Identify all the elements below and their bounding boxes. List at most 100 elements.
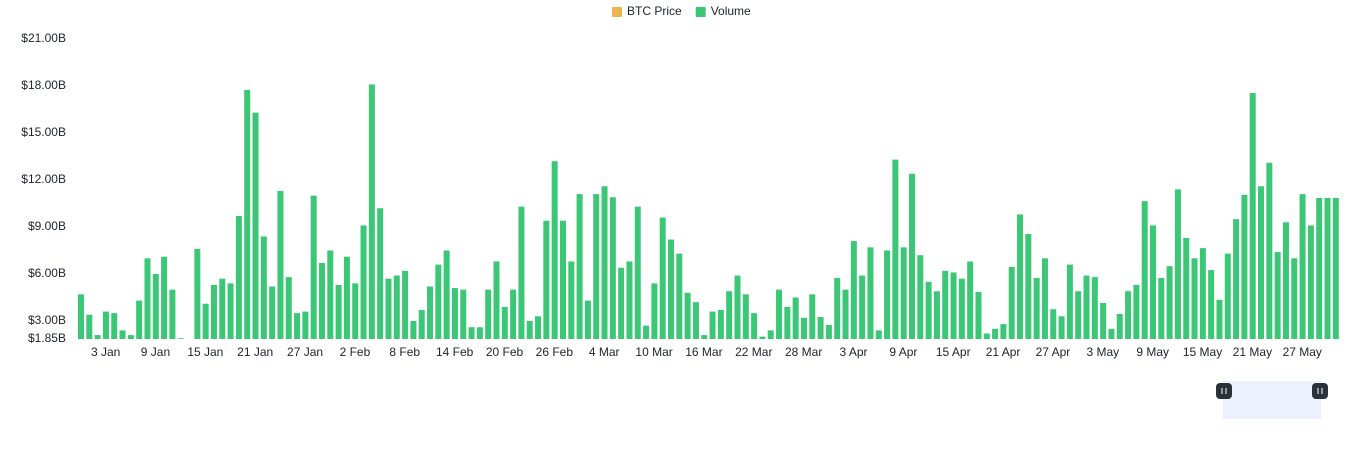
x-tick-label: 21 May [1233, 345, 1272, 359]
bar [78, 294, 84, 339]
bar [1199, 248, 1206, 339]
bar [1191, 258, 1198, 339]
bar [676, 253, 683, 339]
bar [900, 247, 907, 339]
bar [1166, 266, 1173, 339]
bar [210, 284, 217, 339]
bar [726, 291, 733, 339]
bar [468, 327, 475, 339]
bar [252, 112, 259, 339]
bar [1033, 277, 1040, 339]
bar [219, 278, 226, 339]
y-tick-label: $15.00B [21, 125, 66, 139]
bar [235, 216, 242, 339]
x-tick-label: 3 Jan [91, 345, 120, 359]
bar [86, 314, 93, 339]
x-tick-label: 14 Feb [436, 345, 474, 359]
bar [1091, 277, 1098, 339]
bar [393, 275, 400, 339]
slider-handle-left[interactable] [1216, 383, 1232, 399]
bar [709, 311, 716, 339]
bar [1216, 299, 1223, 339]
bar [1141, 201, 1148, 339]
bar [933, 291, 940, 339]
bar [692, 302, 699, 339]
x-tick-label: 15 May [1183, 345, 1222, 359]
bar [169, 289, 176, 339]
bar [659, 217, 666, 339]
bar [1299, 194, 1306, 339]
bar [817, 317, 824, 339]
x-tick-label: 10 Mar [635, 345, 672, 359]
bar [1075, 291, 1082, 339]
bar [1258, 186, 1265, 339]
legend-swatch[interactable] [695, 7, 706, 17]
bar [260, 236, 267, 339]
bar [576, 194, 583, 339]
bar [1025, 234, 1032, 339]
bar [1017, 214, 1024, 339]
slider-handle-right[interactable] [1312, 383, 1328, 399]
bar [501, 306, 508, 339]
bar [318, 263, 325, 339]
x-tick-label: 9 Apr [889, 345, 917, 359]
bar [1316, 198, 1323, 339]
x-tick-label: 21 Jan [237, 345, 273, 359]
bar [609, 197, 616, 339]
bar [435, 264, 442, 339]
bar [1307, 225, 1314, 339]
bar [767, 330, 774, 339]
x-tick-label: 20 Feb [486, 345, 524, 359]
bar [1249, 93, 1256, 339]
bar [485, 289, 492, 339]
bar [518, 206, 525, 339]
x-tick-label: 15 Apr [936, 345, 971, 359]
bar [551, 161, 558, 339]
x-tick-label: 2 Feb [340, 345, 371, 359]
bar [842, 289, 849, 339]
bar [967, 261, 974, 339]
x-tick-label: 8 Feb [389, 345, 420, 359]
bar [1174, 189, 1181, 339]
bar [734, 275, 741, 339]
bar [1050, 309, 1057, 339]
bar [1000, 324, 1007, 339]
y-tick-label: $1.85B [28, 331, 66, 345]
bar [402, 270, 409, 339]
bar [1116, 313, 1123, 339]
bar [925, 281, 932, 339]
y-tick-label: $3.00B [28, 313, 66, 327]
x-tick-label: 26 Feb [536, 345, 574, 359]
range-slider[interactable] [1216, 381, 1328, 419]
x-tick-label: 28 Mar [785, 345, 822, 359]
bar [942, 270, 949, 339]
bar [983, 333, 990, 339]
bar [277, 190, 284, 339]
bar [850, 241, 857, 339]
bar [526, 320, 533, 339]
x-tick-label: 22 Mar [735, 345, 772, 359]
bar [958, 278, 965, 339]
bar [451, 288, 458, 339]
bar [759, 336, 766, 339]
bar [651, 283, 658, 339]
bar [443, 250, 450, 339]
bar [127, 335, 134, 339]
bar [202, 303, 209, 339]
bar [102, 311, 109, 339]
x-tick-label: 27 Apr [1036, 345, 1071, 359]
legend-swatch[interactable] [612, 7, 622, 17]
bar [493, 261, 500, 339]
bar [917, 255, 924, 339]
bar [776, 289, 783, 339]
legend-label[interactable]: Volume [711, 4, 751, 18]
bar [144, 258, 151, 339]
bar [327, 250, 334, 339]
legend-label[interactable]: BTC Price [627, 4, 682, 18]
bar [543, 220, 550, 339]
bar [950, 272, 957, 339]
bar [867, 247, 874, 339]
bar [244, 89, 251, 339]
bar [1208, 270, 1215, 339]
